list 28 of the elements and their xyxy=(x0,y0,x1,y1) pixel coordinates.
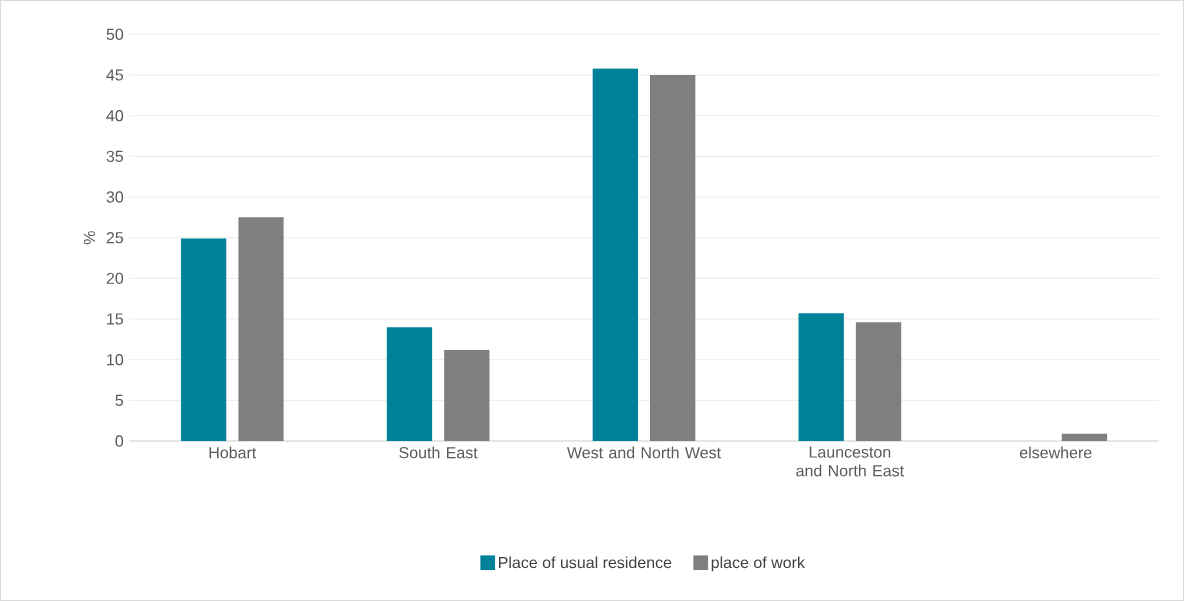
x-tick-label: elsewhere xyxy=(1019,446,1092,459)
bar xyxy=(650,75,696,441)
x-tick-label: Hobart xyxy=(209,446,257,459)
y-tick-label: 25 xyxy=(106,232,124,244)
bar xyxy=(855,322,902,441)
y-tick-label: 50 xyxy=(106,28,124,40)
y-tick-label: 15 xyxy=(107,313,124,325)
y-tick-label: 30 xyxy=(106,191,124,203)
y-tick-label: 35 xyxy=(106,150,124,162)
x-tick-label: West and North West xyxy=(567,446,721,459)
y-axis-title: % xyxy=(83,231,95,245)
y-tick-label: 20 xyxy=(106,272,124,284)
x-tick-label: Launceston and North East xyxy=(796,446,904,477)
bar xyxy=(180,238,227,441)
legend-label: Place of usual residence xyxy=(499,556,672,569)
x-tick-label: South East xyxy=(399,446,478,459)
bar xyxy=(592,68,638,441)
bar xyxy=(444,349,490,441)
y-tick-label: 40 xyxy=(106,110,124,122)
bar xyxy=(1061,433,1108,441)
y-tick-label: 45 xyxy=(106,69,124,81)
bar xyxy=(238,217,284,441)
bar xyxy=(798,313,844,441)
legend-label: place of work xyxy=(711,556,805,572)
y-tick-label: 10 xyxy=(107,354,124,366)
bar xyxy=(386,327,433,441)
y-tick-label: 5 xyxy=(115,394,124,406)
y-tick-label: 0 xyxy=(115,435,124,447)
